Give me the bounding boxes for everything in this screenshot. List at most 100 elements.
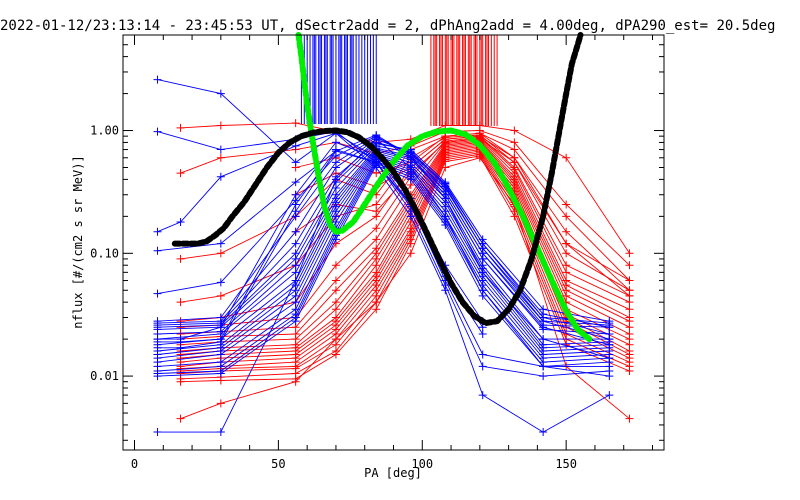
- blue-series-point: [605, 323, 614, 332]
- blue-series-point: [406, 175, 415, 184]
- x-axis-label: PA [deg]: [364, 466, 422, 480]
- red-series-point: [372, 261, 381, 270]
- red-series-point: [562, 268, 571, 277]
- red-series-point: [291, 119, 300, 128]
- blue-series-point: [539, 305, 548, 314]
- blue-series-point: [216, 428, 225, 437]
- blue-series-point: [291, 227, 300, 236]
- black-fit-curve: [171, 32, 584, 327]
- blue-series-point: [291, 298, 300, 307]
- blue-series-line-5: [157, 136, 610, 340]
- red-series-point: [475, 134, 484, 143]
- blue-series-point: [331, 147, 340, 156]
- red-series-point: [331, 261, 340, 270]
- blue-series-point: [478, 330, 487, 339]
- red-series-point: [372, 235, 381, 244]
- blue-series-point: [291, 207, 300, 216]
- blue-series-point: [216, 337, 225, 346]
- blue-series-point: [153, 127, 162, 136]
- red-series-point: [216, 121, 225, 130]
- red-series-point: [510, 145, 519, 154]
- blue-series-point: [291, 268, 300, 277]
- blue-series-point: [153, 75, 162, 84]
- red-series-point: [372, 200, 381, 209]
- red-series-point: [562, 227, 571, 236]
- y-axis-label: nflux [#/(cm2 s sr MeV)]: [71, 155, 85, 328]
- blue-series-point: [153, 343, 162, 352]
- blue-series-line-0: [157, 79, 610, 433]
- red-series-point: [216, 291, 225, 300]
- blue-series-point: [478, 286, 487, 295]
- blue-series-point: [605, 391, 614, 400]
- blue-series-point: [372, 135, 381, 144]
- blue-series-point: [216, 89, 225, 98]
- blue-series-point: [216, 172, 225, 181]
- x-tick-label: 50: [271, 457, 285, 471]
- blue-series-point: [216, 239, 225, 248]
- red-series-point: [406, 239, 415, 248]
- red-series-point: [562, 261, 571, 270]
- red-series-point: [510, 126, 519, 135]
- red-series-point: [372, 224, 381, 233]
- blue-series-point: [441, 212, 450, 221]
- plot-area: [153, 32, 634, 437]
- blue-series-point: [291, 317, 300, 326]
- blue-series-line-8: [157, 143, 610, 328]
- angle-ticks-layer: [300, 35, 498, 126]
- chart-title: 2022-01-12/23:13:14 - 23:45:53 UT, dSect…: [0, 18, 775, 34]
- red-series-point: [510, 212, 519, 221]
- fit-curves-layer: [171, 32, 593, 343]
- y-tick-label: 0.10: [90, 246, 119, 260]
- blue-series-point: [216, 350, 225, 359]
- blue-series-point: [153, 372, 162, 381]
- blue-series-point: [372, 158, 381, 167]
- blue-series-point: [331, 175, 340, 184]
- red-series-point: [625, 305, 634, 314]
- red-series-point: [176, 169, 185, 178]
- red-series-point: [331, 298, 340, 307]
- red-series-point: [625, 323, 634, 332]
- red-series-point: [475, 153, 484, 162]
- red-series-point: [510, 158, 519, 167]
- red-series-point: [510, 138, 519, 147]
- blue-series-line-21: [157, 138, 610, 433]
- red-series-point: [176, 298, 185, 307]
- blue-series-point: [216, 278, 225, 287]
- green-fit-curve: [295, 32, 593, 343]
- y-tick-label: 0.01: [90, 369, 119, 383]
- blue-series-point: [216, 369, 225, 378]
- red-series-point: [331, 305, 340, 314]
- blue-series-point: [331, 235, 340, 244]
- red-series-point: [625, 367, 634, 376]
- blue-series-point: [176, 343, 185, 352]
- blue-series-point: [291, 158, 300, 167]
- red-series-point: [625, 291, 634, 300]
- blue-series-point: [153, 428, 162, 437]
- blue-series-point: [216, 145, 225, 154]
- red-series-point: [625, 276, 634, 285]
- red-series-point: [176, 414, 185, 423]
- red-series-point: [216, 376, 225, 385]
- blue-series-point: [478, 350, 487, 359]
- blue-series-point: [406, 163, 415, 172]
- red-series-point: [176, 254, 185, 263]
- blue-series-point: [539, 372, 548, 381]
- blue-series-point: [331, 163, 340, 172]
- blue-series-point: [291, 178, 300, 187]
- axes-layer: 0 50 100 150 0.01 0.10 1.00: [90, 34, 664, 471]
- red-series-point: [331, 350, 340, 359]
- red-series-point: [406, 249, 415, 258]
- blue-series-point: [539, 362, 548, 371]
- red-series-point: [441, 138, 450, 147]
- blue-series-point: [539, 325, 548, 334]
- blue-series-point: [216, 323, 225, 332]
- y-tick-label: 1.00: [90, 124, 119, 138]
- red-series-point: [441, 163, 450, 172]
- blue-series-point: [331, 184, 340, 193]
- blue-series-line-12: [157, 150, 610, 346]
- blue-series-point: [539, 428, 548, 437]
- red-series-point: [625, 249, 634, 258]
- blue-series-point: [291, 190, 300, 199]
- red-series-point: [625, 261, 634, 270]
